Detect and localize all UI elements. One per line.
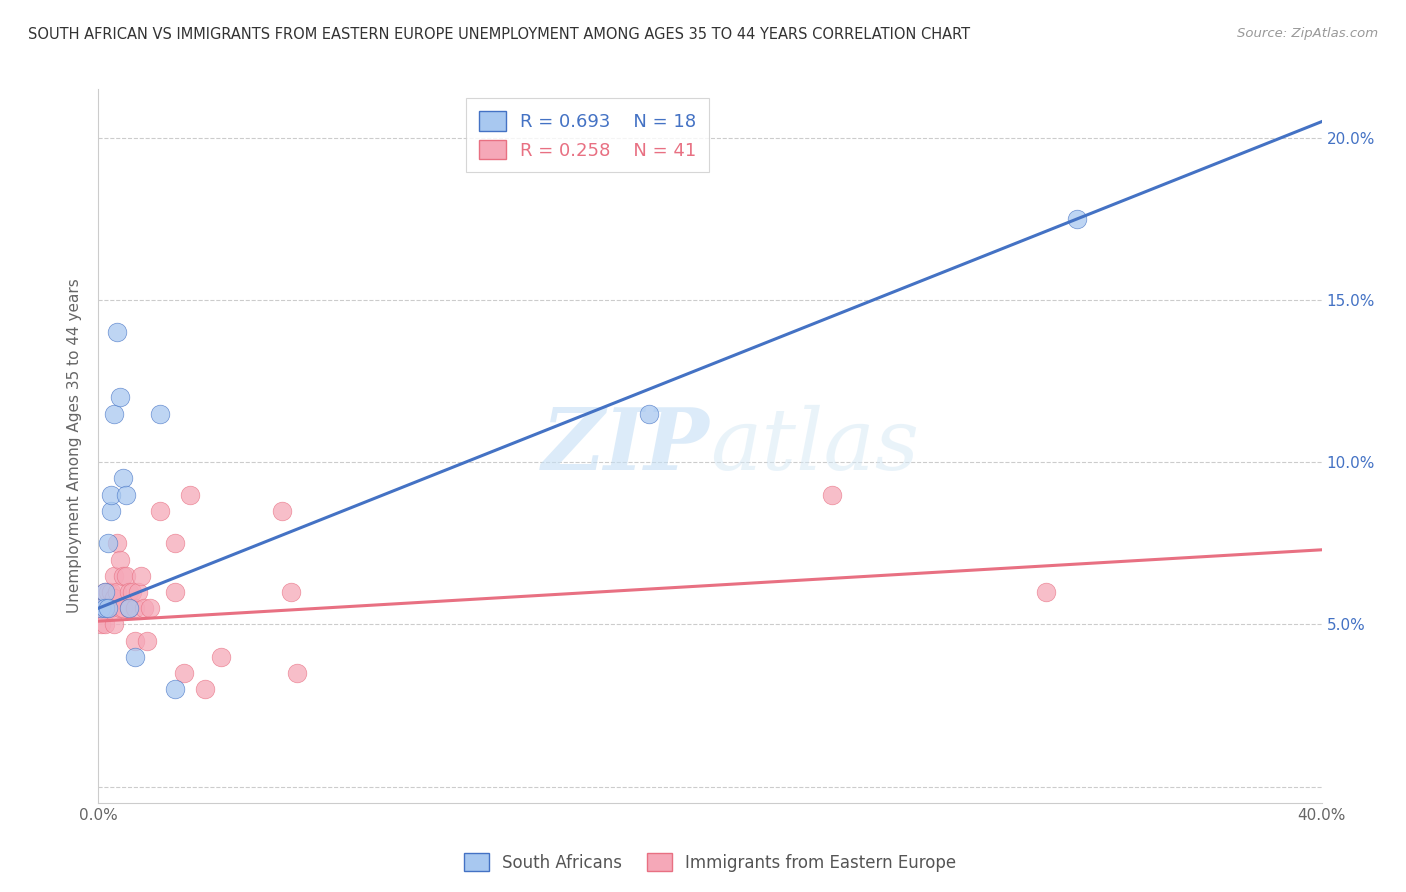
- Point: [97, 601, 120, 615]
- Point: [90, 601, 112, 615]
- Point: [93, 617, 115, 632]
- Point: [108, 601, 131, 615]
- Point: [115, 488, 138, 502]
- Point: [821, 488, 844, 502]
- Point: [97, 601, 120, 615]
- Point: [149, 407, 172, 421]
- Point: [270, 504, 292, 518]
- Point: [637, 407, 661, 421]
- Point: [118, 585, 141, 599]
- Point: [129, 568, 152, 582]
- Point: [97, 585, 120, 599]
- Point: [103, 568, 125, 582]
- Point: [108, 552, 131, 566]
- Point: [124, 633, 146, 648]
- Point: [121, 585, 143, 599]
- Point: [280, 585, 302, 599]
- Point: [163, 536, 186, 550]
- Point: [209, 649, 232, 664]
- Point: [90, 617, 112, 632]
- Point: [134, 601, 156, 615]
- Point: [127, 585, 149, 599]
- Text: Source: ZipAtlas.com: Source: ZipAtlas.com: [1237, 27, 1378, 40]
- Point: [285, 666, 308, 681]
- Point: [1035, 585, 1057, 599]
- Point: [90, 601, 112, 615]
- Point: [111, 471, 134, 485]
- Point: [194, 682, 217, 697]
- Point: [93, 585, 115, 599]
- Point: [115, 568, 138, 582]
- Point: [139, 601, 162, 615]
- Point: [111, 568, 134, 582]
- Point: [103, 407, 125, 421]
- Point: [100, 601, 122, 615]
- Point: [105, 326, 128, 340]
- Point: [103, 617, 125, 632]
- Point: [97, 536, 120, 550]
- Point: [118, 601, 141, 615]
- Point: [105, 536, 128, 550]
- Point: [103, 591, 125, 606]
- Point: [179, 488, 201, 502]
- Y-axis label: Unemployment Among Ages 35 to 44 years: Unemployment Among Ages 35 to 44 years: [67, 278, 83, 614]
- Point: [149, 504, 172, 518]
- Point: [1066, 211, 1088, 226]
- Point: [118, 601, 141, 615]
- Text: ZIP: ZIP: [543, 404, 710, 488]
- Point: [163, 585, 186, 599]
- Text: atlas: atlas: [710, 405, 920, 487]
- Point: [136, 633, 159, 648]
- Point: [100, 488, 122, 502]
- Point: [111, 601, 134, 615]
- Point: [105, 585, 128, 599]
- Point: [93, 601, 115, 615]
- Point: [100, 504, 122, 518]
- Point: [124, 601, 146, 615]
- Point: [124, 649, 146, 664]
- Legend: South Africans, Immigrants from Eastern Europe: South Africans, Immigrants from Eastern …: [456, 845, 965, 880]
- Point: [93, 585, 115, 599]
- Point: [108, 390, 131, 404]
- Point: [173, 666, 195, 681]
- Point: [100, 585, 122, 599]
- Text: SOUTH AFRICAN VS IMMIGRANTS FROM EASTERN EUROPE UNEMPLOYMENT AMONG AGES 35 TO 44: SOUTH AFRICAN VS IMMIGRANTS FROM EASTERN…: [28, 27, 970, 42]
- Point: [163, 682, 186, 697]
- Point: [93, 601, 115, 615]
